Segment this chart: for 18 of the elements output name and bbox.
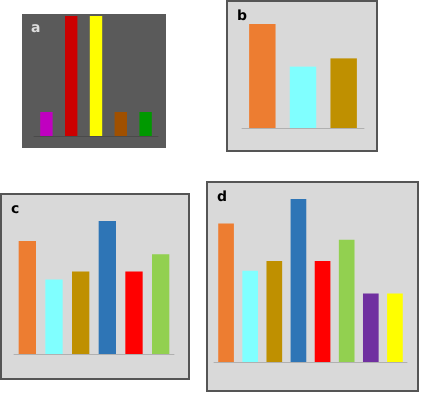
- bar: [152, 254, 170, 354]
- bar: [338, 240, 355, 362]
- bar: [314, 260, 330, 362]
- chart-title: a: [31, 20, 40, 36]
- bar: [362, 294, 379, 362]
- bar: [18, 240, 36, 354]
- bar: [98, 221, 116, 354]
- chart-title: d: [217, 189, 228, 205]
- bar: [266, 260, 282, 362]
- bar: [45, 280, 63, 354]
- chart-title: b: [237, 8, 248, 24]
- bar: [290, 199, 306, 362]
- bar: [218, 223, 234, 362]
- bar: [125, 272, 143, 354]
- chart-title: c: [11, 201, 20, 217]
- bar: [387, 294, 403, 362]
- bar: [242, 270, 258, 362]
- bar: [72, 272, 90, 354]
